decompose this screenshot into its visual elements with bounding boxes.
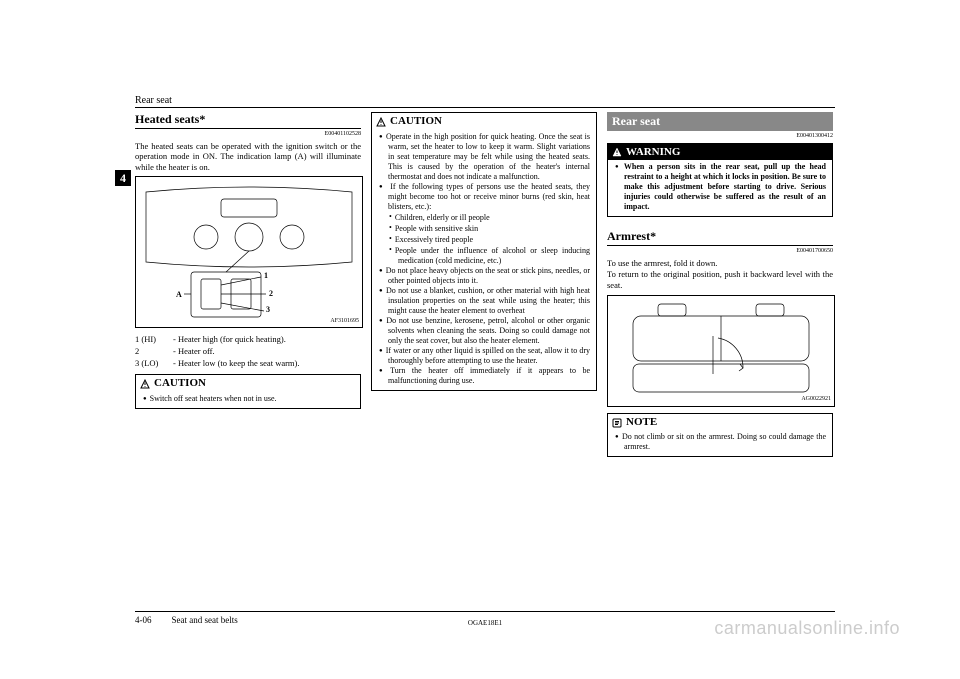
caution-label: CAUTION [390,115,442,129]
caution-box: CAUTION Operate in the high position for… [371,112,597,391]
caution-item: If water or any other liquid is spilled … [388,346,590,366]
legend-val: - Heater low (to keep the seat warm). [173,358,361,369]
caution-item: Operate in the high position for quick h… [388,132,590,182]
caution-subitem: People with sensitive skin [398,223,590,234]
armrest-text: To use the armrest, fold it down. [607,258,833,269]
running-head: Rear seat [135,95,835,108]
caution-head: CAUTION [372,113,596,130]
caution-item: Switch off seat heaters when not in use. [152,394,354,404]
caution-label: CAUTION [154,377,206,391]
intro-text: The heated seats can be operated with th… [135,141,361,173]
legend: 1 (HI) - Heater high (for quick heating)… [135,334,361,368]
note-body: Do not climb or sit on the armrest. Doin… [608,430,832,456]
legend-row: 3 (LO) - Heater low (to keep the seat wa… [135,358,361,369]
warning-triangle-icon [376,117,386,127]
warning-label: WARNING [626,146,680,160]
column-3: Rear seat E00401300412 WARNING When a pe… [607,112,833,457]
fig-marker-3: 3 [266,305,270,315]
watermark: carmanualsonline.info [714,618,900,639]
armrest-text: To return to the original position, push… [607,269,833,290]
caution-body: Operate in the high position for quick h… [372,130,596,390]
figure-id: AG0022921 [801,396,831,404]
document-id: OGAE18E1 [468,619,502,627]
warning-item: When a person sits in the rear seat, pul… [624,162,826,212]
caution-subitem: People under the influence of alcohol or… [398,245,590,266]
legend-key: 1 (HI) [135,334,173,345]
legend-val: - Heater off. [173,346,361,357]
fig-marker-2: 2 [269,289,273,299]
page-number: 4-06 [135,615,152,625]
note-label: NOTE [626,416,657,430]
caution-item-text: If the following types of persons use th… [388,182,590,211]
legend-key: 3 (LO) [135,358,173,369]
figure-armrest: AG0022921 [607,295,835,407]
chapter-tab: 4 [115,170,131,186]
legend-key: 2 [135,346,173,357]
legend-row: 2 - Heater off. [135,346,361,357]
legend-val: - Heater high (for quick heating). [173,334,361,345]
figure-heated-seat-switch: A 1 2 3 AF3101695 [135,176,363,328]
section-bar-rear-seat: Rear seat [607,112,833,131]
heading-armrest: Armrest* [607,229,833,246]
note-head: NOTE [608,414,832,431]
refcode: E00401300412 [607,133,833,141]
caution-item: Do not use a blanket, cushion, or other … [388,286,590,316]
caution-head: CAUTION [136,375,360,392]
warning-triangle-icon [612,147,622,157]
heading-heated-seats: Heated seats* [135,112,361,129]
note-item: Do not climb or sit on the armrest. Doin… [624,432,826,452]
column-2: CAUTION Operate in the high position for… [371,112,597,457]
warning-box: WARNING When a person sits in the rear s… [607,143,833,218]
refcode: E00401700650 [607,248,833,256]
footer-section: Seat and seat belts [172,615,238,625]
warning-body: When a person sits in the rear seat, pul… [608,160,832,216]
caution-body: Switch off seat heaters when not in use. [136,392,360,408]
note-icon [612,418,622,428]
figure-id: AF3101695 [330,318,359,326]
legend-row: 1 (HI) - Heater high (for quick heating)… [135,334,361,345]
refcode: E00401102528 [135,131,361,139]
caution-item: Do not use benzine, kerosene, petrol, al… [388,316,590,346]
note-box: NOTE Do not climb or sit on the armrest.… [607,413,833,458]
warning-triangle-icon [140,379,150,389]
fig-marker-a: A [176,290,182,300]
fig-marker-1: 1 [264,271,268,281]
caution-subitem: Excessively tired people [398,234,590,245]
caution-item: If the following types of persons use th… [388,182,590,266]
caution-item: Turn the heater off immediately if it ap… [388,366,590,386]
caution-subitem: Children, elderly or ill people [398,212,590,223]
caution-box: CAUTION Switch off seat heaters when not… [135,374,361,409]
warning-head: WARNING [608,144,832,161]
column-1: Heated seats* E00401102528 The heated se… [135,112,361,457]
caution-item: Do not place heavy objects on the seat o… [388,266,590,286]
